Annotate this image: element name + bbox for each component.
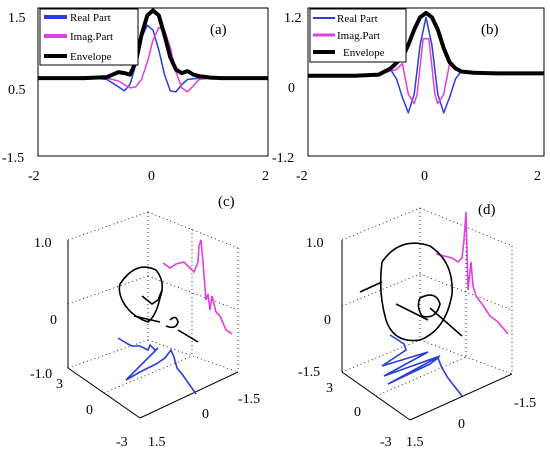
panel-b-ytick-mid: 0 bbox=[288, 81, 295, 96]
panel-c-mid-edge-2 bbox=[147, 275, 239, 311]
panel-a: Real Part Imag.Part Envelope (a) 1.5 0.5… bbox=[2, 7, 269, 184]
panel-c-ltick-0: 0 bbox=[86, 403, 93, 418]
panel-a-label: (a) bbox=[210, 22, 227, 38]
panel-b-ytick-bot: -1.2 bbox=[272, 151, 294, 166]
panel-d-right-projection bbox=[435, 211, 509, 335]
panel-c-back-edge-2 bbox=[147, 211, 239, 249]
panel-d-rtick-m15: -1.5 bbox=[514, 396, 536, 411]
panel-a-ytick-bot: -1.5 bbox=[2, 151, 24, 166]
panel-a-ytick-mid: 0.5 bbox=[8, 83, 26, 98]
panel-d-back-edge-6 bbox=[419, 339, 513, 375]
panel-d-rtick-15: 1.5 bbox=[406, 435, 424, 450]
panel-d-ltick-0: 0 bbox=[354, 405, 361, 420]
panel-c-rtick-15: 1.5 bbox=[148, 435, 166, 450]
panel-d-ztick-top: 1.0 bbox=[306, 236, 324, 251]
panel-b-env-line bbox=[308, 10, 544, 78]
panel-c-rtick-0: 0 bbox=[202, 407, 209, 422]
panel-c-ztick-mid: 0 bbox=[50, 313, 57, 328]
panel-a-xtick-right: 2 bbox=[262, 169, 269, 184]
panel-c: (c) 1.0 0 -1.0 3 0 -3 1.5 0 -1.5 bbox=[30, 194, 260, 450]
panel-c-3d-curve bbox=[118, 266, 199, 343]
panel-d-right-floor-axis bbox=[409, 373, 513, 421]
legend-a-imag-label: Imag.Part bbox=[70, 31, 113, 43]
panel-a-series bbox=[38, 8, 268, 93]
panel-c-floor-projection bbox=[117, 337, 197, 395]
panel-d-ztick-mid: 0 bbox=[324, 313, 331, 328]
panel-c-mid-edge-3 bbox=[103, 355, 193, 394]
panel-d-ltick-3: 3 bbox=[326, 381, 333, 396]
panel-d-floor-projection bbox=[381, 334, 463, 397]
panel-d-rtick-0: 0 bbox=[458, 417, 465, 432]
panel-b-series bbox=[308, 10, 544, 114]
legend-a-env-label: Envelope bbox=[70, 51, 112, 63]
panel-d: (d) 1.0 0 -1.5 3 0 -3 1.5 0 -1.5 bbox=[298, 202, 536, 450]
panel-d-mid-edge-2 bbox=[419, 273, 513, 311]
panel-a-xtick-left: -2 bbox=[28, 169, 40, 184]
legend-a-real-label: Real Part bbox=[70, 12, 111, 24]
panel-d-back-edge-1 bbox=[341, 207, 421, 241]
panel-a-frame bbox=[37, 7, 269, 157]
panel-b-frame bbox=[307, 7, 545, 157]
panel-b-ytick-top: 1.2 bbox=[284, 11, 302, 26]
panel-a-env-line bbox=[38, 8, 268, 81]
panel-b-xtick-mid: 0 bbox=[421, 169, 428, 184]
panel-c-ztick-top: 1.0 bbox=[34, 236, 52, 251]
legend-b-real-label: Real Part bbox=[337, 13, 378, 25]
panel-c-label: (c) bbox=[218, 194, 235, 210]
legend-b-imag-label: Imag.Part bbox=[337, 30, 380, 42]
panel-c-right-floor-axis bbox=[139, 371, 239, 419]
panel-a-xtick-mid: 0 bbox=[148, 169, 155, 184]
panel-a-ytick-top: 1.5 bbox=[8, 11, 26, 26]
panel-c-ztick-bot: -1.0 bbox=[30, 367, 52, 382]
panel-d-ztick-bot: -1.5 bbox=[298, 365, 320, 380]
panel-d-back-edge-2 bbox=[419, 207, 513, 247]
panel-c-ltick-3: 3 bbox=[56, 377, 63, 392]
panel-b-xtick-left: -2 bbox=[296, 169, 308, 184]
panel-d-3d-curve bbox=[359, 242, 463, 342]
panel-c-back-edge-1 bbox=[67, 211, 149, 241]
panel-c-right-projection bbox=[162, 239, 233, 335]
panel-c-back-edge-6 bbox=[147, 339, 239, 373]
panel-d-ltick-m3: -3 bbox=[380, 435, 392, 450]
panel-c-ltick-m3: -3 bbox=[116, 435, 128, 450]
panel-b-xtick-right: 2 bbox=[534, 169, 541, 184]
panel-b-legend: Real Part Imag.Part Envelope bbox=[309, 8, 407, 63]
panel-c-mid-edge-1 bbox=[67, 275, 149, 305]
panel-c-back-edge-5 bbox=[67, 339, 149, 369]
panel-c-rtick-m15: -1.5 bbox=[238, 392, 260, 407]
panel-b: Real Part Imag.Part Envelope (b) 1.2 0 -… bbox=[272, 7, 545, 184]
panel-d-mid-edge-3 bbox=[375, 356, 467, 397]
panel-b-label: (b) bbox=[481, 22, 499, 38]
panel-a-legend: Real Part Imag.Part Envelope bbox=[39, 8, 139, 66]
panel-d-label: (d) bbox=[478, 202, 496, 218]
legend-b-env-label: Envelope bbox=[343, 47, 385, 59]
